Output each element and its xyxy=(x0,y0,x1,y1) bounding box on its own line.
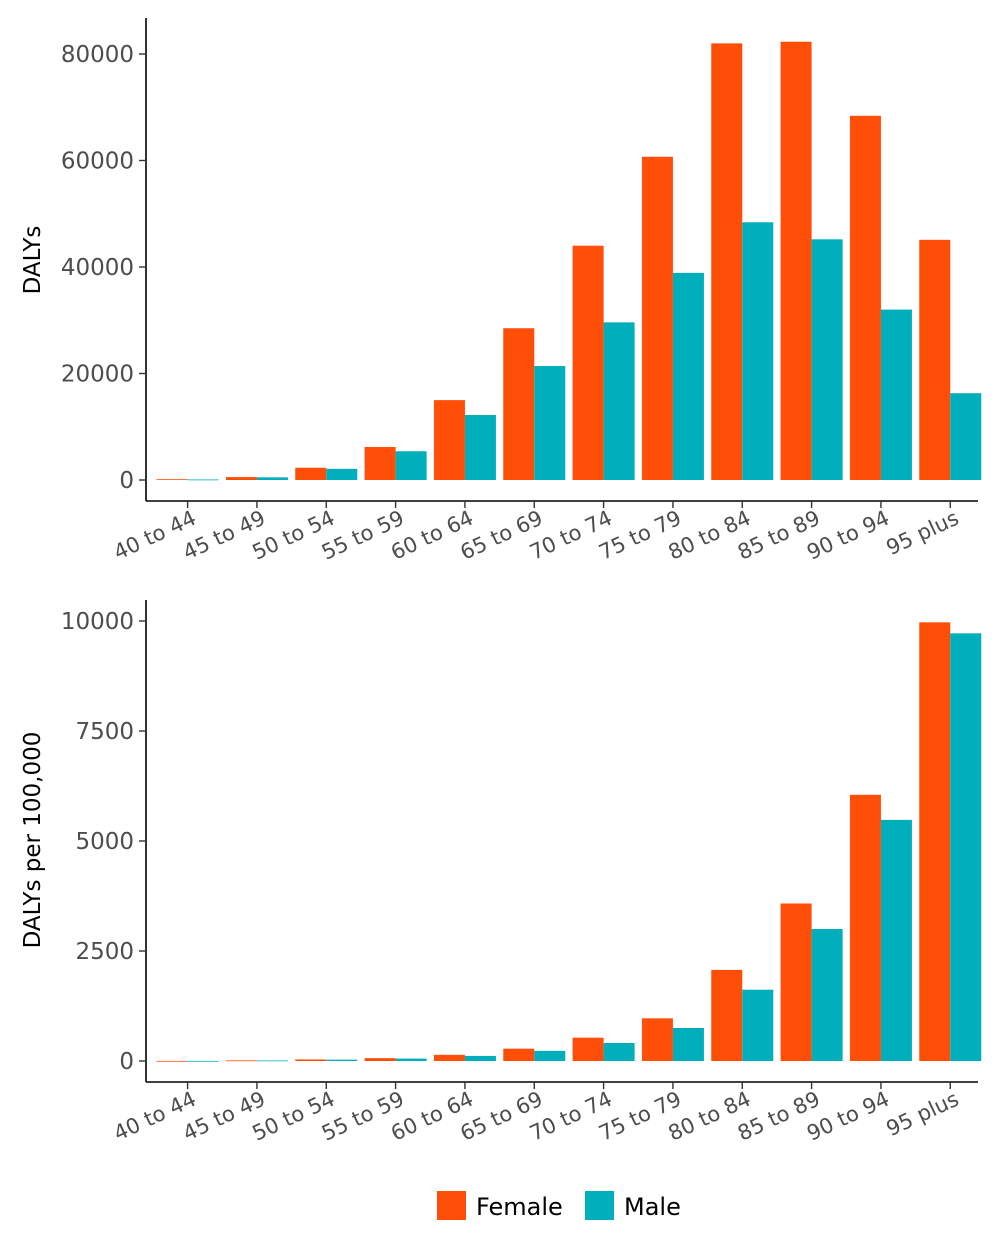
bar-male-70-to-74 xyxy=(603,1042,635,1061)
bar-male-40-to-44 xyxy=(187,479,219,481)
bar-male-60-to-64 xyxy=(464,1055,496,1061)
bar-female-95-plus xyxy=(919,239,951,480)
legend-label-male: Male xyxy=(624,1193,681,1221)
y-tick-label: 60000 xyxy=(61,149,134,175)
y-tick-label: 5000 xyxy=(75,829,134,855)
y-axis-title: DALYs per 100,000 xyxy=(20,732,46,949)
bar-female-80-to-84 xyxy=(711,43,743,480)
bar-male-80-to-84 xyxy=(742,989,774,1061)
bar-male-55-to-59 xyxy=(395,1058,427,1061)
legend-swatch-female xyxy=(437,1191,466,1220)
bar-female-55-to-59 xyxy=(364,446,396,480)
bar-male-95-plus xyxy=(950,633,982,1061)
y-axis-title: DALYs xyxy=(20,226,46,295)
bar-female-50-to-54 xyxy=(295,1059,327,1061)
bar-male-85-to-89 xyxy=(811,929,843,1061)
legend-label-female: Female xyxy=(476,1193,563,1221)
bar-male-85-to-89 xyxy=(811,239,843,480)
bar-female-55-to-59 xyxy=(364,1058,396,1061)
y-tick-label: 10000 xyxy=(61,609,134,635)
bar-female-40-to-44 xyxy=(156,1060,188,1062)
bar-male-45-to-49 xyxy=(256,477,288,480)
legend-swatch-male xyxy=(585,1191,614,1220)
bar-female-70-to-74 xyxy=(572,245,604,480)
bar-female-45-to-49 xyxy=(225,1060,257,1062)
bar-female-40-to-44 xyxy=(156,479,188,481)
y-tick-label: 0 xyxy=(119,1049,134,1075)
y-tick-label: 7500 xyxy=(75,719,134,745)
bar-female-50-to-54 xyxy=(295,467,327,480)
bar-female-45-to-49 xyxy=(225,477,257,480)
bar-male-40-to-44 xyxy=(187,1060,219,1062)
y-tick-label: 0 xyxy=(119,468,134,494)
bar-female-65-to-69 xyxy=(503,1048,535,1061)
y-tick-label: 20000 xyxy=(61,362,134,388)
legend: Female Male xyxy=(437,1191,681,1221)
bar-male-60-to-64 xyxy=(464,415,496,480)
bar-female-85-to-89 xyxy=(780,903,812,1061)
bar-male-90-to-94 xyxy=(880,309,912,480)
bar-female-95-plus xyxy=(919,622,951,1061)
bar-male-95-plus xyxy=(950,393,982,480)
bar-male-65-to-69 xyxy=(534,1050,566,1061)
bar-male-75-to-79 xyxy=(672,1028,704,1061)
bar-female-75-to-79 xyxy=(641,156,673,480)
y-tick-label: 40000 xyxy=(61,255,134,281)
bar-female-65-to-69 xyxy=(503,328,535,480)
bar-female-90-to-94 xyxy=(849,794,881,1061)
bar-male-75-to-79 xyxy=(672,272,704,480)
y-tick-label: 80000 xyxy=(61,42,134,68)
y-tick-label: 2500 xyxy=(75,939,134,965)
bar-male-70-to-74 xyxy=(603,322,635,480)
bar-female-60-to-64 xyxy=(433,1054,465,1061)
bar-male-50-to-54 xyxy=(326,468,358,480)
bar-male-65-to-69 xyxy=(534,366,566,480)
bar-male-55-to-59 xyxy=(395,451,427,480)
x-tick-label: 95 plus xyxy=(883,1087,963,1141)
bar-female-85-to-89 xyxy=(780,41,812,480)
bar-male-50-to-54 xyxy=(326,1059,358,1061)
bar-female-60-to-64 xyxy=(433,400,465,480)
bar-female-75-to-79 xyxy=(641,1018,673,1061)
x-tick-label: 95 plus xyxy=(883,506,963,560)
bar-female-70-to-74 xyxy=(572,1037,604,1061)
bar-male-45-to-49 xyxy=(256,1060,288,1062)
bar-female-80-to-84 xyxy=(711,969,743,1061)
bar-male-90-to-94 xyxy=(880,819,912,1061)
bar-female-90-to-94 xyxy=(849,115,881,481)
bar-male-80-to-84 xyxy=(742,222,774,480)
